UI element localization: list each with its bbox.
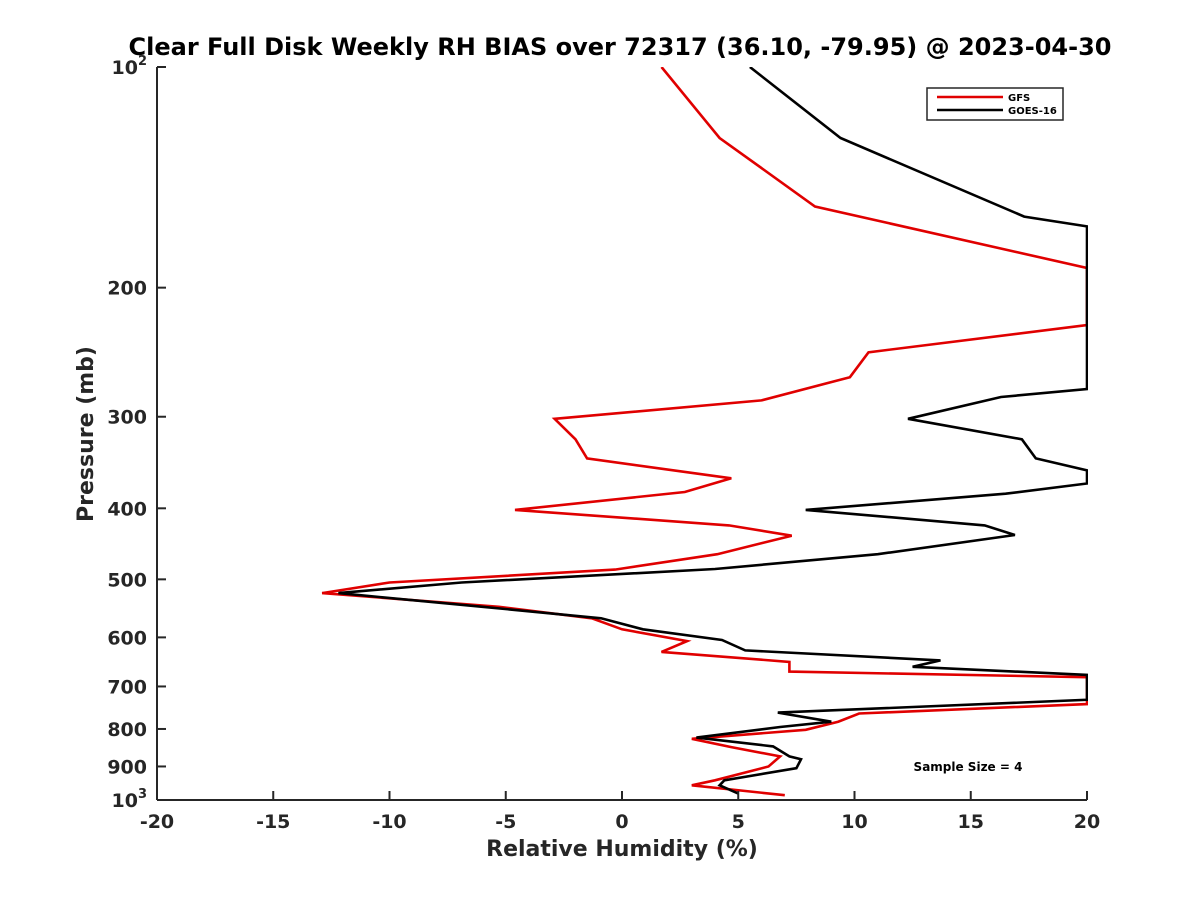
series-line-gfs <box>321 67 1088 797</box>
x-tick-label: 15 <box>958 811 984 833</box>
x-axis-label: Relative Humidity (%) <box>486 837 758 862</box>
legend-label-gfs: GFS <box>1008 93 1030 104</box>
y-tick-label: 300 <box>107 407 147 429</box>
axes-layer <box>156 67 1087 801</box>
y-tick-label: 800 <box>107 719 147 741</box>
legend-box <box>926 87 1064 121</box>
sample-size-annotation: Sample Size = 4 <box>914 760 1023 774</box>
x-tick-label: -10 <box>372 811 406 833</box>
x-tick-label: -20 <box>140 811 174 833</box>
y-tick-label: 600 <box>107 627 147 649</box>
y-tick-label: 700 <box>107 676 147 698</box>
y-axis-ticks: 102 200 300 400 500 600 700 800 900 103 <box>107 54 166 812</box>
legend-label-goes-16: GOES-16 <box>1008 106 1057 117</box>
x-tick-label: -5 <box>495 811 516 833</box>
y-tick-label: 400 <box>107 498 147 520</box>
y-tick-label: 102 <box>112 54 148 79</box>
series-layer <box>321 67 1088 797</box>
y-tick-label: 200 <box>107 278 147 300</box>
x-tick-label: 20 <box>1074 811 1100 833</box>
chart-title: Clear Full Disk Weekly RH BIAS over 7231… <box>129 33 1112 61</box>
plot-area <box>156 67 1088 801</box>
y-tick-label: 500 <box>107 569 147 591</box>
x-tick-label: 10 <box>841 811 867 833</box>
y-tick-label: 103 <box>112 787 148 812</box>
x-axis-ticks: -20 -15 -10 -5 0 5 10 15 20 <box>140 791 1100 833</box>
y-tick-label: 900 <box>107 756 147 778</box>
x-tick-label: -15 <box>256 811 290 833</box>
legend: GFS GOES-16 <box>926 87 1064 121</box>
series-line-goes-16 <box>338 67 1088 795</box>
x-tick-label: 5 <box>732 811 745 833</box>
y-axis-label: Pressure (mb) <box>74 346 99 522</box>
x-tick-label: 0 <box>615 811 628 833</box>
